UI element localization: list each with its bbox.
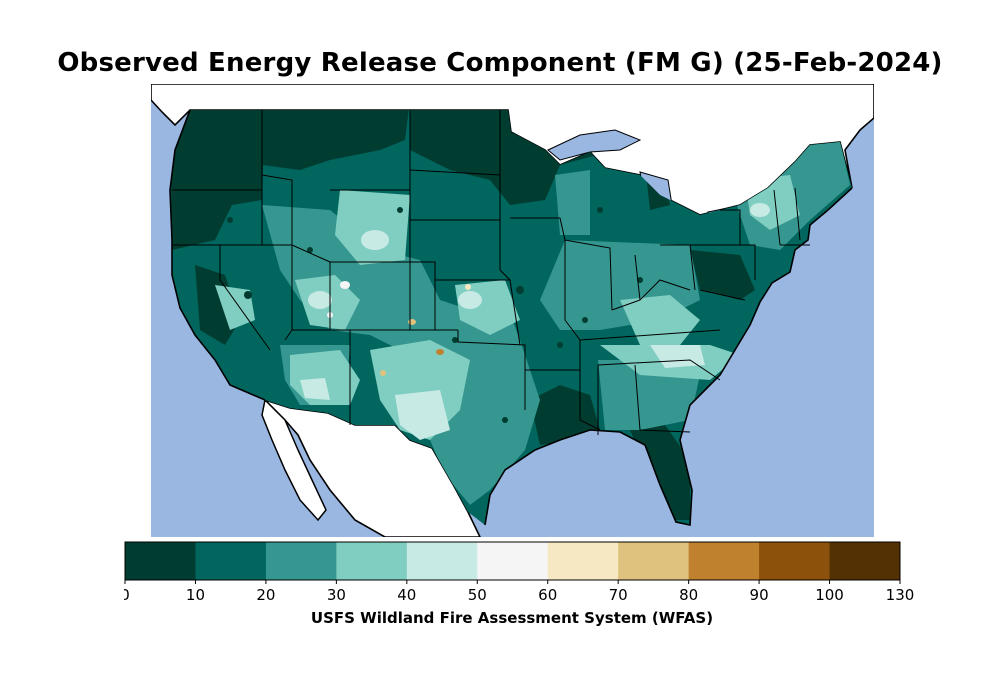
colorbar-tick-label: 20 <box>256 586 275 604</box>
colorbar-tick-label: 50 <box>468 586 487 604</box>
erc-map <box>151 84 874 537</box>
baja-california <box>261 398 327 522</box>
colorbar-bin <box>759 542 831 580</box>
colorbar-tick-label: 90 <box>750 586 769 604</box>
colorbar-bin <box>829 542 901 580</box>
colorbar-bin <box>195 542 267 580</box>
colorbar-tick-label: 0 <box>124 586 130 604</box>
map-title: Observed Energy Release Component (FM G)… <box>57 48 943 78</box>
us-coastline <box>169 109 853 526</box>
colorbar-bin <box>547 542 619 580</box>
colorbar-bin <box>477 542 549 580</box>
colorbar-bin <box>406 542 478 580</box>
colorbar-bin <box>688 542 760 580</box>
colorbar-tick-label: 10 <box>186 586 205 604</box>
colorbar-tick-label: 70 <box>609 586 628 604</box>
colorbar-frame <box>124 541 901 581</box>
colorbar-bin <box>265 542 337 580</box>
colorbar-tick-label: 60 <box>538 586 557 604</box>
colorbar-bin <box>336 542 408 580</box>
colorbar: 0 10 20 30 40 50 60 70 80 90 100 130 <box>124 541 915 604</box>
colorbar-tick-label: 100 <box>815 586 844 604</box>
colorbar-label: USFS Wildland Fire Assessment System (WF… <box>310 609 714 627</box>
lake-superior <box>547 129 642 161</box>
colorbar-bin <box>618 542 690 580</box>
colorbar-bin <box>125 542 196 580</box>
colorbar-tick-label: 130 <box>886 586 915 604</box>
state-borders <box>172 110 810 435</box>
colorbar-tick-label: 40 <box>397 586 416 604</box>
colorbar-tick-label: 80 <box>679 586 698 604</box>
colorbar-tick-label: 30 <box>327 586 346 604</box>
